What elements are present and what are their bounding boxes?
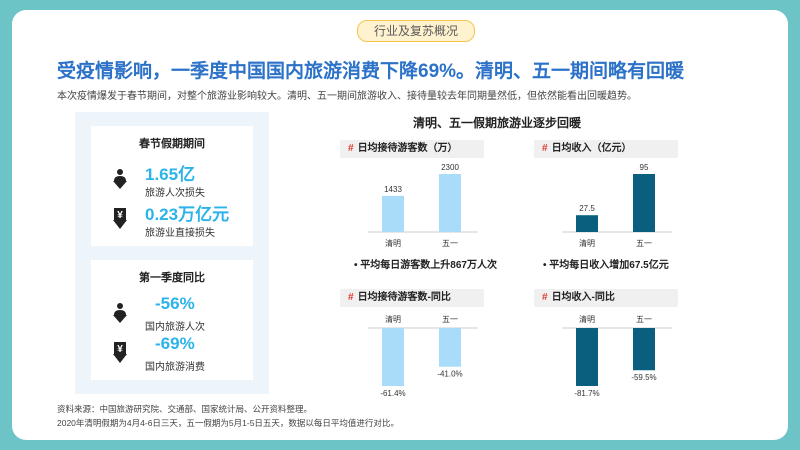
category-label: 五一 [442, 315, 458, 324]
section-tag: 行业及复苏概况 [357, 20, 475, 42]
stat-value: -69% [155, 334, 195, 353]
svg-text:¥: ¥ [117, 344, 123, 355]
person-down-icon [113, 169, 127, 189]
bar [633, 174, 655, 232]
visitors-note: • 平均每日游客数上升867万人次 [354, 260, 497, 271]
chart-title-text: 日均收入-同比 [551, 292, 615, 303]
visitors-yoy-bar-chart: 清明 -61.4% 五一 -41.0% [368, 314, 478, 398]
hash-icon: # [542, 292, 548, 303]
chart-title-revenue-yoy: # 日均收入-同比 [534, 289, 678, 307]
revenue-bar-chart: 27.5 清明 95 五一 [562, 163, 672, 248]
data-label: -61.4% [380, 389, 405, 398]
chart-title-visitors-yoy: # 日均接待游客数-同比 [340, 289, 484, 307]
data-label: 1433 [384, 185, 402, 194]
q1-yoy-card: 第一季度同比 -56% 国内旅游人次 ¥ -69% 国内旅游消费 [91, 260, 253, 380]
chart-title-text: 日均收入（亿元） [551, 143, 632, 154]
bar [576, 215, 598, 232]
note-text: 平均每日收入增加67.5亿元 [549, 260, 669, 271]
chart-title-visitors: # 日均接待游客数（万） [340, 140, 484, 158]
note-text: 平均每日游客数上升867万人次 [360, 260, 497, 271]
bar [439, 328, 461, 367]
source-line-1: 资料来源：中国旅游研究院、交通部、国家统计局、公开资料整理。 [57, 404, 313, 414]
data-label: 95 [640, 163, 649, 172]
yuan-down-icon: ¥ [113, 342, 127, 363]
charts-title: 清明、五一假期旅游业逐步回暖 [412, 116, 581, 130]
slide: 行业及复苏概况 受疫情影响，一季度中国国内旅游消费下降69%。清明、五一期间略有… [12, 10, 788, 440]
bar [439, 174, 461, 232]
spring-festival-card: 春节假期期间 1.65亿 旅游人次损失 ¥ 0.23万亿元 旅游业直接损失 [91, 126, 253, 246]
category-label: 清明 [385, 314, 401, 324]
data-label: -41.0% [437, 370, 462, 379]
stat-value: 1.65亿 [145, 165, 196, 184]
revenue-yoy-bar-chart: 清明 -81.7% 五一 -59.5% [562, 314, 672, 398]
page-title: 受疫情影响，一季度中国国内旅游消费下降69%。清明、五一期间略有回暖 [57, 61, 685, 82]
stat-label: 国内旅游人次 [145, 322, 205, 333]
stat-value: -56% [155, 294, 195, 313]
visitors-bar-chart: 1433 清明 2300 五一 [368, 163, 478, 248]
revenue-note: • 平均每日收入增加67.5亿元 [543, 260, 669, 271]
chart-title-text: 日均接待游客数-同比 [357, 292, 451, 303]
bar [576, 328, 598, 386]
data-label: -81.7% [574, 389, 599, 398]
bar [382, 328, 404, 386]
stat-value: 0.23万亿元 [145, 205, 230, 224]
data-label: 2300 [441, 163, 459, 172]
chart-title-text: 日均接待游客数（万） [357, 143, 458, 154]
category-label: 五一 [442, 239, 458, 248]
hash-icon: # [348, 292, 354, 303]
source-line-2: 2020年清明假期为4月4-6日三天，五一假期为5月1-5日五天，数据以每日平均… [57, 418, 399, 428]
chart-title-revenue: # 日均收入（亿元） [534, 140, 678, 158]
category-label: 五一 [636, 239, 652, 248]
data-label: -59.5% [631, 373, 656, 382]
yuan-down-icon: ¥ [113, 208, 127, 229]
category-label: 清明 [385, 238, 401, 248]
person-down-icon [113, 303, 127, 323]
left-summary-panel: 春节假期期间 1.65亿 旅游人次损失 ¥ 0.23万亿元 旅游业直接损失 第一… [75, 112, 269, 394]
brand-logo: GRIDSUM国双 [676, 424, 780, 440]
hash-icon: # [348, 143, 354, 154]
category-label: 清明 [579, 238, 595, 248]
stat-label: 旅游业直接损失 [145, 228, 215, 239]
stat-label: 旅游人次损失 [145, 188, 205, 199]
category-label: 清明 [579, 314, 595, 324]
bar [382, 195, 404, 232]
card-title: 第一季度同比 [139, 272, 205, 284]
svg-text:¥: ¥ [117, 210, 123, 221]
data-label: 27.5 [579, 204, 595, 213]
stat-label: 国内旅游消费 [145, 362, 205, 373]
page-subtitle: 本次疫情爆发于春节期间，对整个旅游业影响较大。清明、五一期间旅游收入、接待量较去… [57, 91, 637, 102]
hash-icon: # [542, 143, 548, 154]
category-label: 五一 [636, 315, 652, 324]
card-title: 春节假期期间 [139, 138, 205, 150]
bar [633, 328, 655, 371]
